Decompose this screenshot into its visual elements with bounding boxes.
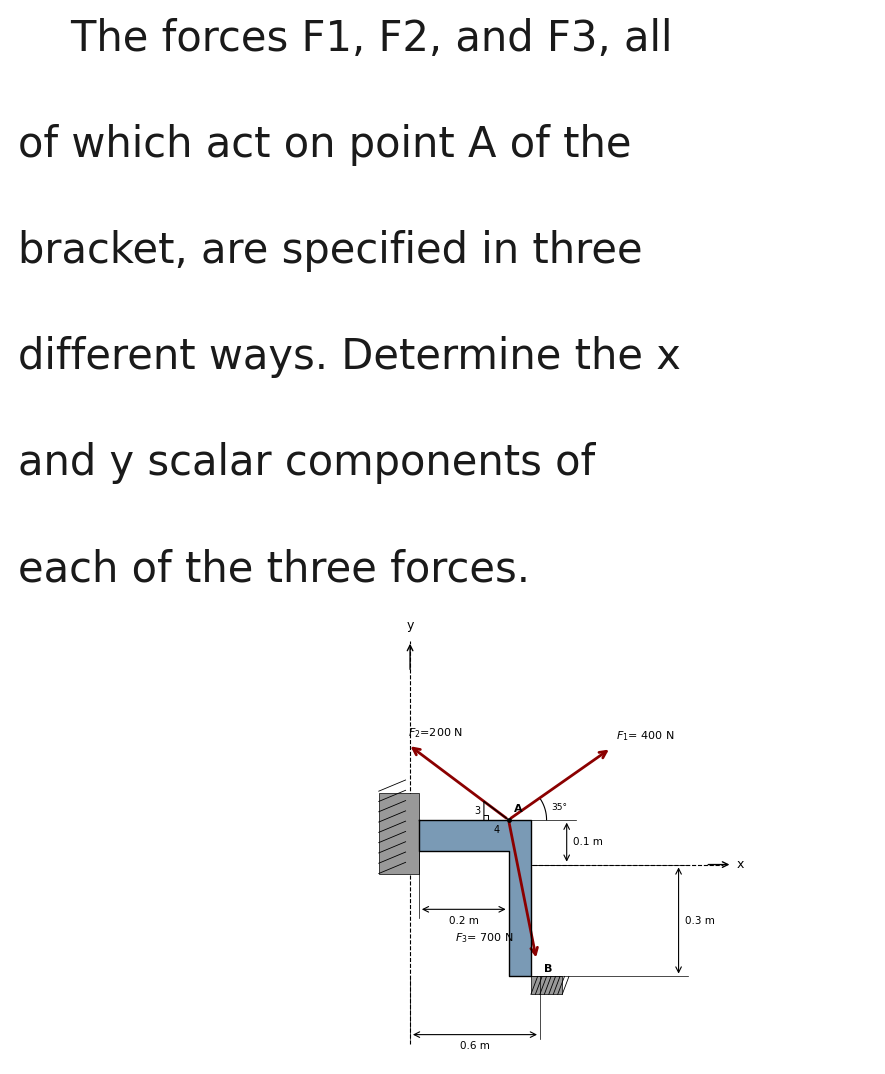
Bar [531, 976, 562, 995]
Text: 0.6 m: 0.6 m [460, 1042, 490, 1051]
Text: different ways. Determine the x: different ways. Determine the x [18, 336, 681, 378]
Text: $\it{F_3}$= 700 N: $\it{F_3}$= 700 N [455, 931, 513, 945]
Text: 3: 3 [474, 806, 481, 815]
Bar [509, 819, 531, 976]
Text: A: A [514, 804, 522, 814]
Bar [419, 819, 509, 851]
Text: each of the three forces.: each of the three forces. [18, 549, 530, 591]
Text: x: x [736, 858, 744, 871]
Text: 4: 4 [493, 825, 499, 836]
Text: and y scalar components of: and y scalar components of [18, 442, 595, 484]
Text: 0.1 m: 0.1 m [573, 838, 604, 847]
Text: The forces F1, F2, and F3, all: The forces F1, F2, and F3, all [18, 18, 673, 60]
Text: bracket, are specified in three: bracket, are specified in three [18, 230, 643, 272]
Text: $\it{F_1}$= 400 N: $\it{F_1}$= 400 N [616, 729, 674, 743]
Text: $\it{F_2}$=200 N: $\it{F_2}$=200 N [408, 726, 463, 740]
Text: B: B [544, 964, 553, 974]
Text: 0.2 m: 0.2 m [449, 916, 479, 926]
Text: 35°: 35° [551, 802, 567, 812]
Text: 0.3 m: 0.3 m [685, 915, 715, 926]
Text: y: y [406, 619, 414, 632]
Text: of which act on point A of the: of which act on point A of the [18, 125, 631, 166]
Bar [379, 793, 419, 873]
